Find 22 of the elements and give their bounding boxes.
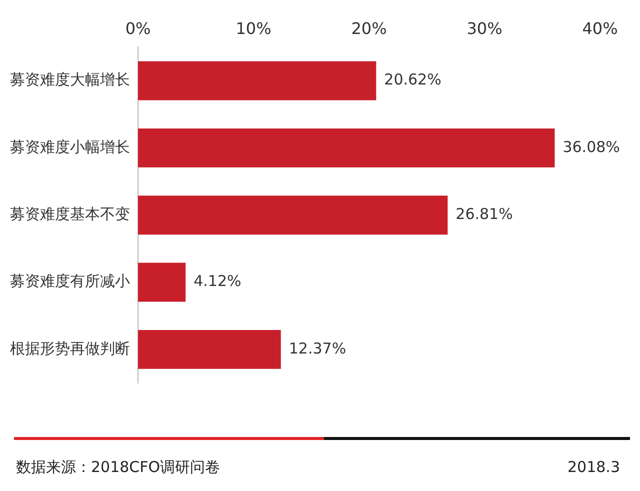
y-tick-label: 募资难度小幅增长 (10, 138, 130, 156)
y-tick-label: 募资难度有所减小 (10, 272, 130, 290)
data-label: 26.81% (456, 204, 513, 223)
bar (138, 128, 555, 168)
bar (138, 262, 186, 302)
bar (138, 61, 376, 100)
source-note: 数据来源：2018CFO调研问卷 (16, 458, 220, 477)
x-tick-label: 30% (466, 18, 502, 38)
x-tick-label: 20% (351, 18, 387, 38)
y-tick-label: 募资难度大幅增长 (10, 70, 130, 89)
x-tick-label: 40% (582, 18, 618, 38)
x-tick-label: 0% (125, 18, 151, 38)
y-tick-label: 募资难度基本不变 (10, 204, 130, 223)
x-tick-label: 10% (236, 18, 272, 38)
data-label: 20.62% (384, 70, 442, 89)
bar (138, 330, 281, 369)
y-tick-label: 根据形势再做判断 (10, 339, 130, 358)
text: 2018.3 (568, 458, 620, 476)
data-label: 36.08% (562, 138, 620, 156)
data-label: 12.37% (288, 339, 346, 358)
bar (138, 196, 448, 235)
data-label: 4.12% (194, 272, 242, 290)
